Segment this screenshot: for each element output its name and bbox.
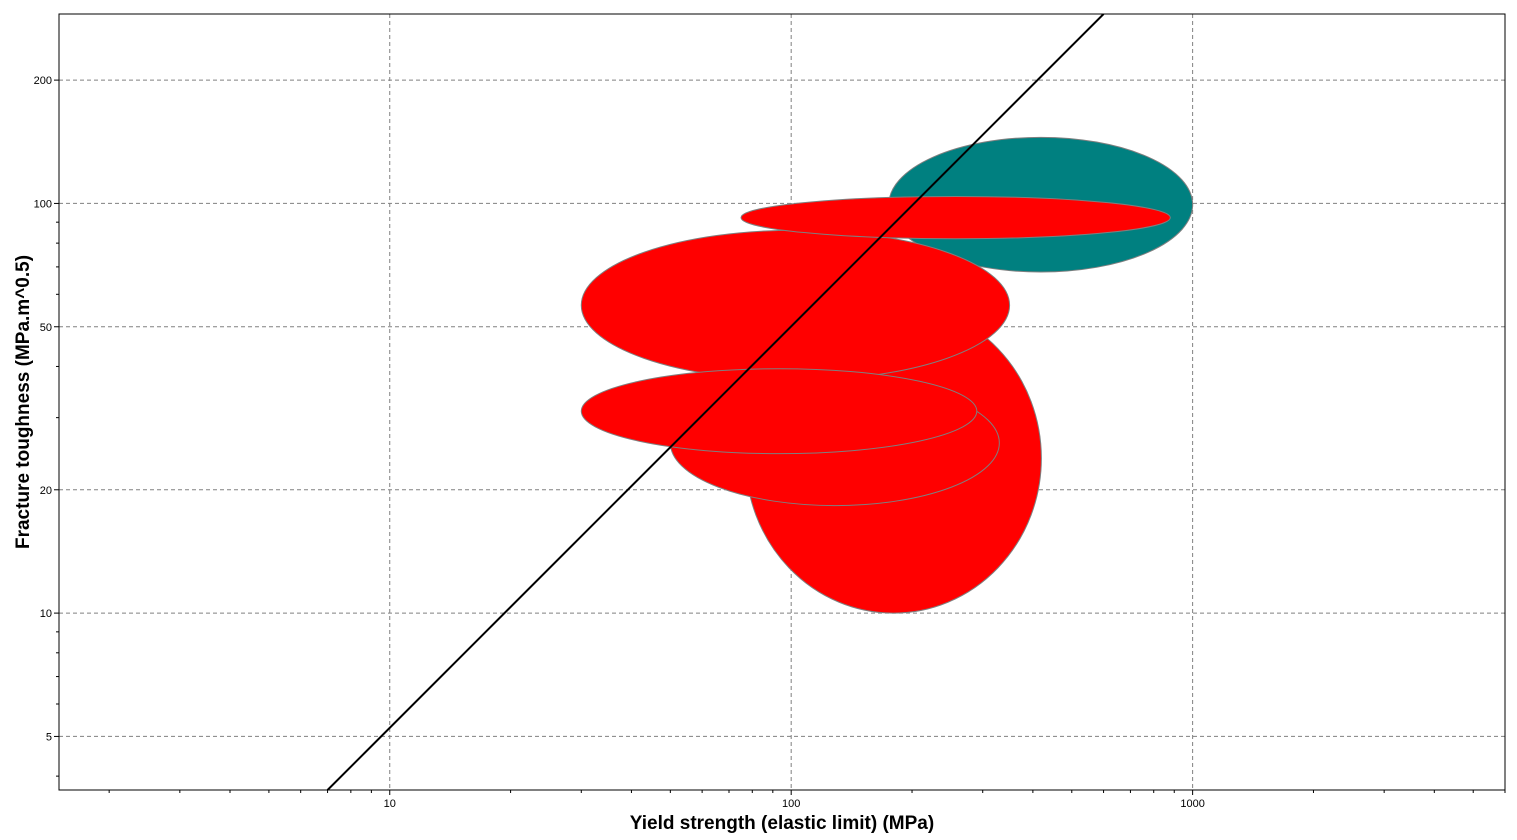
y-tick-label: 200 (34, 75, 52, 87)
guide-line-layer (326, 14, 1105, 790)
bubbles (580, 136, 1194, 614)
y-tick-label: 50 (40, 322, 52, 334)
plot-frame (58, 13, 1506, 791)
guide-line (326, 14, 1105, 790)
y-axis-title: Fracture toughness (MPa.m^0.5) (13, 255, 34, 549)
x-tick-label: 10 (384, 798, 396, 810)
bubble-5 (580, 368, 978, 455)
y-tick-label: 5 (46, 731, 52, 743)
y-tick-label: 10 (40, 608, 52, 620)
y-tick-label: 20 (40, 485, 52, 497)
x-axis-title: Yield strength (elastic limit) (MPa) (630, 813, 934, 834)
y-tick-label: 100 (34, 198, 52, 210)
bubble-3 (580, 229, 1011, 381)
x-tick-label: 1000 (1180, 798, 1204, 810)
bubble-6 (740, 195, 1171, 240)
x-tick-label: 100 (782, 798, 800, 810)
